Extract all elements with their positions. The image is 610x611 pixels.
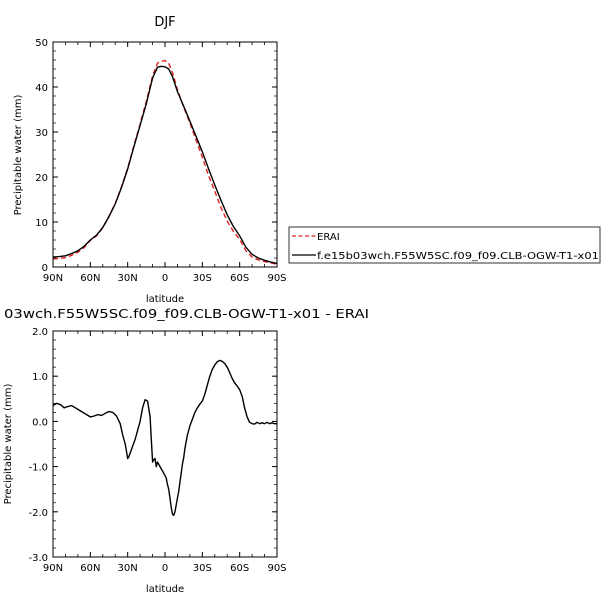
bottom-x-tick-label: 60S xyxy=(230,563,249,574)
top-panel: DJF 90N 60N 30N 0 30S 60S 90S 0 10 20 30 40 50 Preci… xyxy=(13,15,287,305)
top-y-tick-label: 50 xyxy=(35,38,48,49)
top-x-axis-label: latitude xyxy=(146,294,184,305)
bottom-series-difference-line xyxy=(52,359,277,517)
top-x-tick-label: 30S xyxy=(193,273,212,284)
top-x-tick-label: 0 xyxy=(162,273,168,284)
bottom-x-tick-label: 30N xyxy=(118,563,138,574)
bottom-y-axis-label: Precipitable water (mm) xyxy=(3,384,14,505)
top-axis-ticks: 90N 60N 30N 0 30S 60S 90S 0 10 20 30 40 50 xyxy=(35,38,286,284)
top-x-tick-label: 90N xyxy=(43,273,63,284)
bottom-y-tick-label: -1.0 xyxy=(28,463,48,474)
legend-model-label: f.e15b03wch.F55W5SC.f09_f09.CLB-OGW-T1-x… xyxy=(317,251,599,262)
top-panel-title: DJF xyxy=(154,15,175,30)
legend-erai-label: ERAI xyxy=(317,232,340,243)
bottom-y-tick-label: 1.0 xyxy=(32,372,48,383)
top-y-tick-label: 10 xyxy=(35,218,48,229)
top-y-tick-label: 20 xyxy=(35,173,48,184)
bottom-y-tick-label: -3.0 xyxy=(28,553,48,564)
legend: ERAI f.e15b03wch.F55W5SC.f09_f09.CLB-OGW… xyxy=(288,226,601,264)
top-x-tick-label: 60S xyxy=(230,273,249,284)
top-x-tick-label: 60N xyxy=(80,273,100,284)
top-plot-area xyxy=(52,59,278,265)
bottom-x-tick-label: 0 xyxy=(162,563,168,574)
top-y-tick-label: 0 xyxy=(42,263,48,274)
bottom-x-tick-label: 30S xyxy=(193,563,212,574)
bottom-plot-area xyxy=(52,359,277,517)
top-x-tick-label: 90S xyxy=(267,273,286,284)
bottom-x-tick-label: 60N xyxy=(80,563,100,574)
bottom-y-tick-label: -2.0 xyxy=(28,508,48,519)
top-series-model-line xyxy=(52,65,278,265)
bottom-x-axis-label: latitude xyxy=(146,584,184,595)
bottom-panel-title: 03wch.F55W5SC.f09_f09.CLB-OGW-T1-x01 - E… xyxy=(4,307,369,321)
top-series-erai-line xyxy=(52,59,278,265)
bottom-panel: 03wch.F55W5SC.f09_f09.CLB-OGW-T1-x01 - E… xyxy=(3,307,369,595)
top-y-axis-label: Precipitable water (mm) xyxy=(13,95,24,216)
top-y-tick-label: 30 xyxy=(35,128,48,139)
legend-box xyxy=(288,226,601,264)
bottom-x-tick-label: 90N xyxy=(43,563,63,574)
bottom-y-tick-label: 0.0 xyxy=(32,417,48,428)
bottom-x-tick-label: 90S xyxy=(267,563,286,574)
bottom-plot-frame xyxy=(52,330,278,558)
bottom-y-tick-label: 2.0 xyxy=(32,327,48,338)
bottom-axis-ticks: 90N 60N 30N 0 30S 60S 90S -3.0 -2.0 -1.0 0.0 1.0 2.0 xyxy=(28,327,286,574)
top-y-tick-label: 40 xyxy=(35,83,48,94)
top-plot-frame xyxy=(52,41,278,268)
top-x-tick-label: 30N xyxy=(118,273,138,284)
